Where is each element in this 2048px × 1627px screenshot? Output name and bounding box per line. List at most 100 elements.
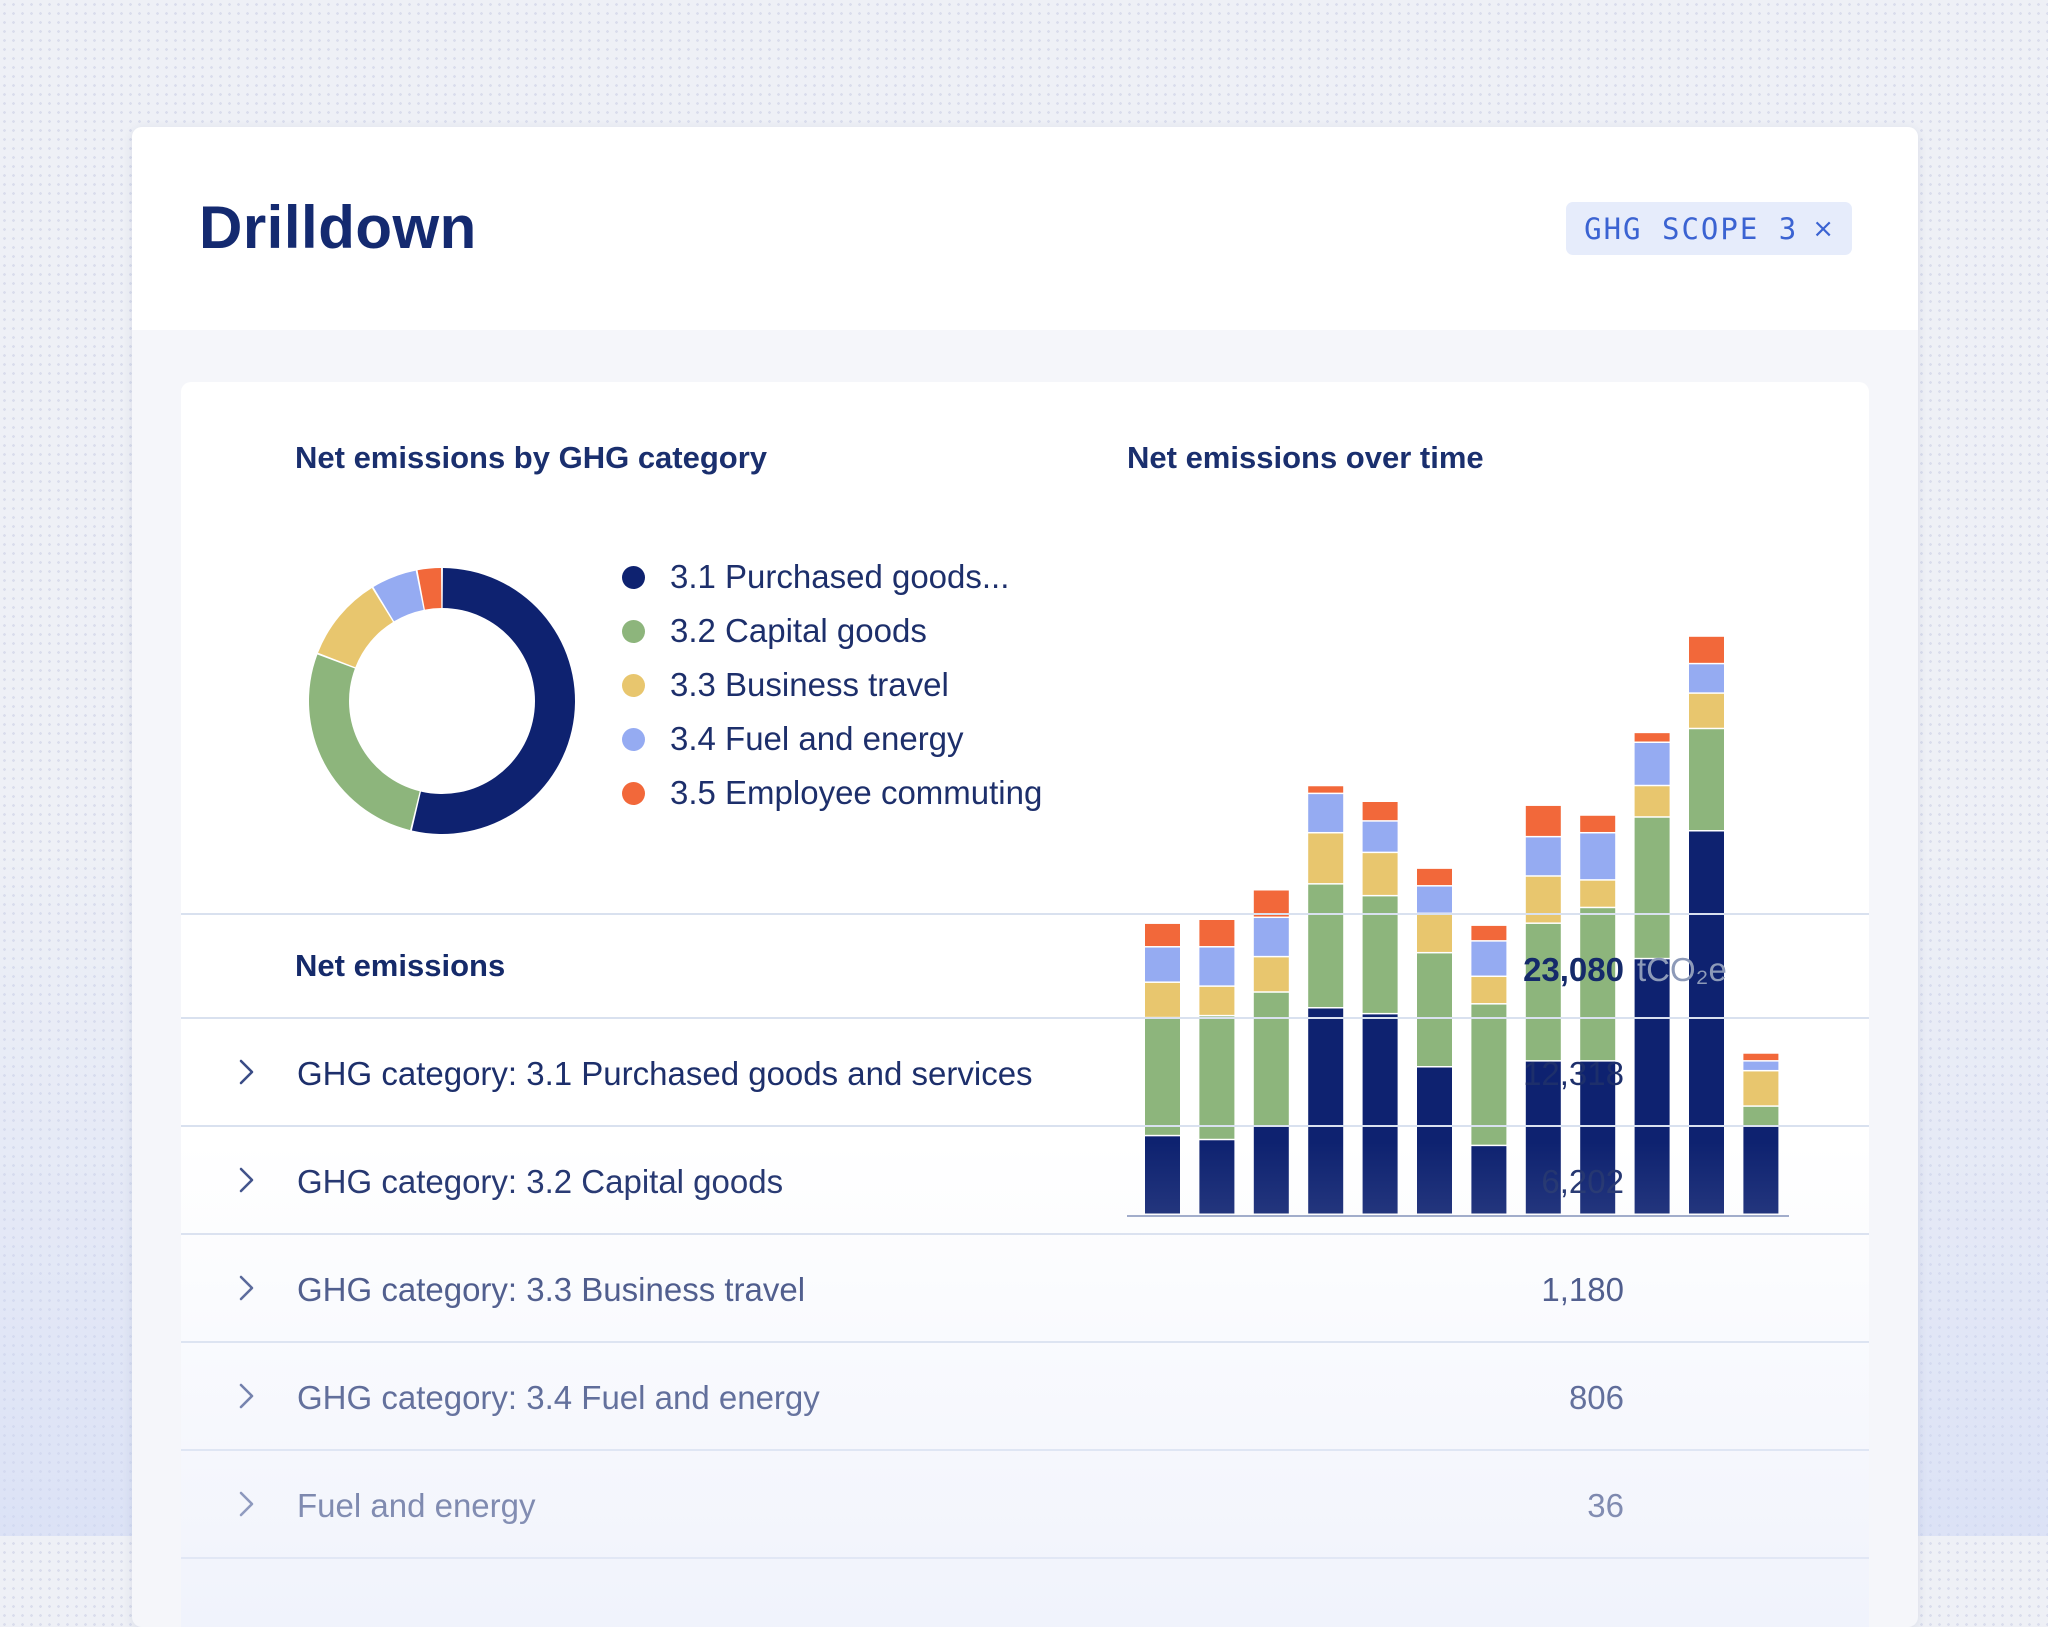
table-row[interactable]: GHG category: 3.2 Capital goods 6,202 <box>181 1127 1869 1235</box>
row-label: GHG category: 3.3 Business travel <box>297 1271 806 1308</box>
table-row[interactable]: Fuel and energy 36 <box>181 1451 1869 1559</box>
row-value: 12,318 <box>1523 1055 1624 1092</box>
summary-label: Net emissions <box>295 948 506 983</box>
bar-segment <box>1145 1018 1180 1135</box>
legend-item: 3.3 Business travel <box>622 658 1042 712</box>
bar-segment <box>1145 947 1180 982</box>
summary-value: 23,080 <box>1523 951 1624 988</box>
donut-slice <box>411 568 575 834</box>
bar-segment <box>1145 982 1180 1017</box>
bar-segment <box>1743 1106 1779 1125</box>
chevron-right-icon[interactable] <box>237 1057 257 1087</box>
row-value: 6,202 <box>1541 1163 1624 1200</box>
bar-segment <box>1417 914 1452 952</box>
bar-segment <box>1308 794 1344 832</box>
summary-unit: tCO₂e <box>1637 951 1727 988</box>
card-header: Drilldown GHG SCOPE 3 × <box>132 127 1918 330</box>
bar-segment <box>1689 729 1724 830</box>
bar-segment <box>1253 992 1289 1125</box>
bar-segment <box>1199 947 1235 986</box>
bar-segment <box>1362 821 1398 852</box>
page-title: Drilldown <box>199 194 477 261</box>
bar-segment <box>1471 941 1507 976</box>
bar-segment <box>1253 918 1289 956</box>
bar-segment <box>1145 923 1180 947</box>
chevron-right-icon[interactable] <box>237 1381 257 1411</box>
donut-slice <box>308 654 420 831</box>
chevron-right-icon[interactable] <box>237 1165 257 1195</box>
bar-segment <box>1689 693 1724 728</box>
table-row[interactable]: GHG category: 3.4 Fuel and energy 806 <box>181 1343 1869 1451</box>
bar-segment <box>1417 868 1452 886</box>
bar-segment <box>1580 815 1616 832</box>
bar-segment <box>1417 953 1452 1066</box>
table-row[interactable]: GHG category: 3.1 Purchased goods and se… <box>181 1019 1869 1127</box>
legend-label: 3.2 Capital goods <box>670 612 927 649</box>
donut-legend: 3.1 Purchased goods... 3.2 Capital goods… <box>622 550 1042 820</box>
bar-segment <box>1308 786 1344 793</box>
drilldown-card: Drilldown GHG SCOPE 3 × Net emissions by… <box>132 127 1918 1627</box>
bar-segment <box>1253 957 1289 992</box>
donut-slice <box>417 568 442 610</box>
legend-item: 3.5 Employee commuting <box>622 766 1042 820</box>
bar-segment <box>1471 925 1507 941</box>
bar-segment <box>1199 986 1235 1015</box>
bar-segment <box>1580 880 1616 907</box>
bar-segment <box>1199 1016 1235 1139</box>
bar-segment <box>1199 920 1235 947</box>
row-value: 806 <box>1568 1379 1624 1416</box>
legend-dot <box>622 565 645 589</box>
row-label: GHG category: 3.1 Purchased goods and se… <box>297 1055 1033 1092</box>
row-label: GHG category: 3.2 Capital goods <box>297 1163 784 1200</box>
filter-chip-ghg-scope[interactable]: GHG SCOPE 3 × <box>1566 202 1852 255</box>
donut-slice <box>373 570 424 622</box>
donut-slice <box>318 587 393 668</box>
emissions-panel: Net emissions by GHG category Net emissi… <box>181 382 1869 1627</box>
bar-segment <box>1743 1071 1779 1106</box>
bar-segment <box>1743 1061 1779 1070</box>
bar-segment <box>1362 853 1398 895</box>
net-emissions-summary: Net emissions 23,080 tCO₂e <box>181 913 1869 1019</box>
legend-dot <box>622 673 645 697</box>
donut-chart-title: Net emissions by GHG category <box>295 440 768 475</box>
legend-label: 3.5 Employee commuting <box>670 774 1043 811</box>
row-label: Fuel and energy <box>297 1487 536 1524</box>
legend-label: 3.4 Fuel and energy <box>670 720 964 757</box>
donut-chart <box>308 568 575 834</box>
legend-item: 3.4 Fuel and energy <box>622 712 1042 766</box>
bar-segment <box>1525 923 1561 1061</box>
legend-label: 3.1 Purchased goods... <box>670 558 1010 595</box>
bar-segment <box>1580 833 1616 880</box>
bar-segment <box>1308 884 1344 1007</box>
bar-segment <box>1362 802 1398 821</box>
bar-chart-title: Net emissions over time <box>1127 440 1484 475</box>
bar-segment <box>1580 908 1616 1061</box>
bar-segment <box>1689 664 1724 693</box>
legend-item: 3.2 Capital goods <box>622 604 1042 658</box>
row-value: 1,180 <box>1541 1271 1624 1308</box>
bar-segment <box>1417 886 1452 913</box>
table-row[interactable]: GHG category: 3.3 Business travel 1,180 <box>181 1235 1869 1343</box>
legend-dot <box>622 781 645 805</box>
legend-dot <box>622 619 645 643</box>
bar-segment <box>1525 805 1561 836</box>
bar-segment <box>1634 817 1670 958</box>
bar-segment <box>1362 896 1398 1013</box>
filter-chip-label: GHG SCOPE 3 <box>1584 211 1799 246</box>
bar-segment <box>1471 1004 1507 1145</box>
chevron-right-icon[interactable] <box>237 1273 257 1303</box>
legend-dot <box>622 727 645 751</box>
close-icon[interactable]: × <box>1812 213 1834 244</box>
row-value: 36 <box>1587 1487 1624 1524</box>
chevron-right-icon[interactable] <box>237 1489 257 1519</box>
bar-segment <box>1743 1053 1779 1061</box>
bar-segment <box>1525 837 1561 876</box>
bar-segment <box>1634 733 1670 742</box>
legend-label: 3.3 Business travel <box>670 666 949 703</box>
bar-segment <box>1634 743 1670 785</box>
bar-segment <box>1689 636 1724 663</box>
row-label: GHG category: 3.4 Fuel and energy <box>297 1379 820 1416</box>
bar-segment <box>1253 890 1289 917</box>
legend-item: 3.1 Purchased goods... <box>622 550 1042 604</box>
bar-segment <box>1471 977 1507 1004</box>
